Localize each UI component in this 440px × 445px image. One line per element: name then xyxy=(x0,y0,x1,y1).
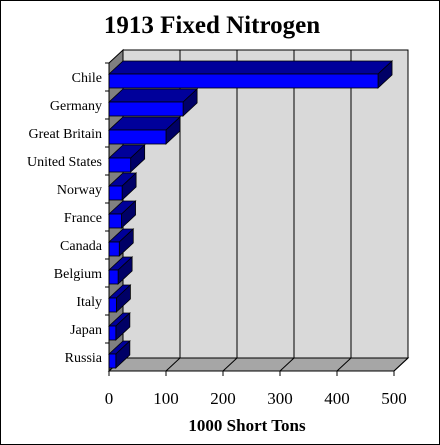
floor-gridline xyxy=(393,357,409,372)
x-tick-label: 0 xyxy=(105,389,114,408)
category-label: United States xyxy=(27,155,102,170)
bar-front-face xyxy=(108,157,132,173)
bar-front-face xyxy=(108,269,119,285)
bar xyxy=(107,144,146,173)
floor-gridline xyxy=(165,357,181,372)
x-axis-title: 1000 Short Tons xyxy=(188,416,306,435)
bar xyxy=(107,60,394,89)
x-tick-label: 100 xyxy=(153,389,179,408)
floor-gridline xyxy=(336,357,352,372)
bar xyxy=(107,340,131,369)
bar xyxy=(107,284,132,313)
bar-top-face xyxy=(107,60,394,75)
x-tick-label: 500 xyxy=(381,389,407,408)
floor-gridline xyxy=(279,357,295,372)
x-tick-labels: 0 100 200 300 400 500 xyxy=(105,371,407,408)
bar-front-face xyxy=(108,185,123,201)
bar-front-face xyxy=(108,73,379,89)
chart-title: 1913 Fixed Nitrogen xyxy=(104,12,320,39)
category-labels: Chile Germany Great Britain United States No… xyxy=(27,62,109,366)
bar-top-face xyxy=(107,88,199,103)
category-label: Chile xyxy=(72,71,102,86)
bar xyxy=(107,256,134,285)
floor-plane xyxy=(107,357,410,372)
bar xyxy=(107,312,131,341)
x-tick-label: 400 xyxy=(324,389,350,408)
category-label: Italy xyxy=(76,295,102,310)
x-tick-label: 300 xyxy=(267,389,293,408)
bar-front-face xyxy=(108,101,184,117)
category-label: Germany xyxy=(50,99,102,114)
category-label: Norway xyxy=(57,183,102,198)
category-label: Belgium xyxy=(54,267,102,282)
floor-gridline xyxy=(222,357,238,372)
category-label: Japan xyxy=(70,323,102,338)
category-label: Great Britain xyxy=(29,127,102,142)
bar xyxy=(107,88,199,117)
bar xyxy=(107,116,182,145)
category-label: France xyxy=(64,211,102,226)
bar-front-face xyxy=(108,213,122,229)
bar-front-face xyxy=(108,325,117,341)
bar-front-face xyxy=(108,353,117,369)
bar-front-face xyxy=(108,241,120,257)
bar xyxy=(107,228,135,257)
category-label: Canada xyxy=(60,239,103,254)
bars xyxy=(107,60,394,369)
bar-front-face xyxy=(108,297,117,313)
bar xyxy=(107,172,138,201)
category-label: Russia xyxy=(65,351,103,366)
x-tick-label: 200 xyxy=(210,389,236,408)
bar-front-face xyxy=(108,129,167,145)
